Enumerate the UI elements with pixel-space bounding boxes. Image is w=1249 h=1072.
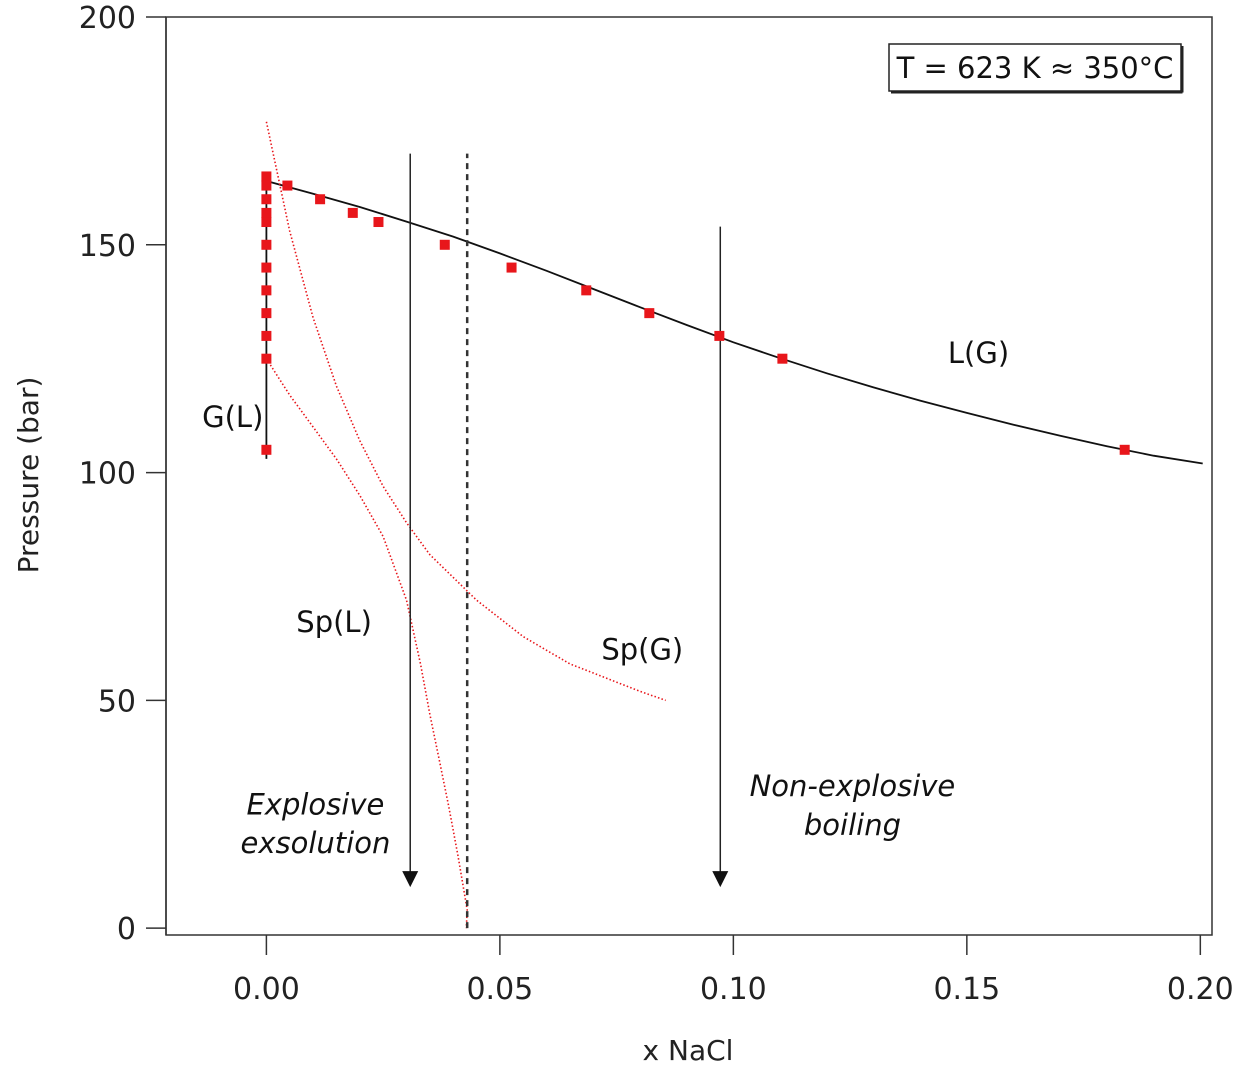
data-point — [1119, 444, 1130, 455]
data-point — [439, 239, 450, 250]
legend-box-frame — [888, 43, 1182, 92]
data-point — [261, 194, 272, 205]
annotation-gl: G(L) — [202, 400, 263, 434]
data-point — [777, 353, 788, 364]
data-point — [261, 285, 272, 296]
arrow-head — [712, 871, 729, 888]
data-point — [315, 194, 326, 205]
y-tick-label: 0 — [117, 912, 136, 947]
data-point — [261, 308, 272, 319]
arrow-head — [402, 871, 419, 888]
annotation-expl1: Explosive — [246, 787, 384, 821]
x-axis: 0.00 0.05 0.10 0.15 0.20 x NaCl — [233, 935, 1234, 1067]
annotation-nonexp2: boiling — [804, 808, 901, 842]
y-tick-label: 150 — [79, 229, 136, 264]
data-point — [581, 285, 592, 296]
series-line-sp-l — [265, 358, 469, 929]
annotation-lg: L(G) — [948, 336, 1009, 370]
arrow — [402, 153, 419, 888]
data-point — [261, 330, 272, 341]
data-point — [714, 330, 725, 341]
data-point — [261, 353, 272, 364]
x-ticks: 0.00 0.05 0.10 0.15 0.20 — [233, 935, 1234, 1007]
data-point — [261, 444, 272, 455]
data-point — [506, 262, 517, 273]
arrow — [712, 226, 729, 888]
data-point — [261, 207, 272, 218]
annotation-layer: L(G) G(L) Sp(L) Sp(G) Explosive exsolution Non… — [202, 336, 1009, 860]
annotation-nonexp1: Non-explosive — [750, 769, 956, 803]
series-layer — [265, 121, 1203, 929]
x-tick-label: 0.05 — [466, 972, 533, 1007]
x-tick-label: 0.00 — [233, 972, 300, 1007]
data-point — [261, 180, 272, 191]
y-axis-title: Pressure (bar) — [12, 377, 45, 574]
points-layer — [261, 171, 1130, 455]
y-ticks: 0 50 100 150 200 — [79, 1, 166, 947]
y-tick-label: 50 — [98, 684, 136, 719]
legend-box: T = 623 K ≈ 350°C — [888, 43, 1184, 94]
y-axis: 0 50 100 150 200 Pressure (bar) — [12, 1, 167, 947]
annotation-spl: Sp(L) — [296, 605, 372, 639]
x-tick-label: 0.10 — [700, 972, 767, 1007]
y-tick-label: 100 — [79, 457, 136, 492]
data-point — [261, 239, 272, 250]
x-axis-title: x NaCl — [643, 1034, 734, 1067]
data-point — [261, 171, 272, 182]
annotation-expl2: exsolution — [241, 826, 391, 860]
annotation-spg: Sp(G) — [601, 632, 683, 666]
legend-box-text: T = 623 K ≈ 350°C — [896, 51, 1174, 85]
data-point — [261, 217, 272, 228]
x-tick-label: 0.20 — [1167, 972, 1234, 1007]
data-point — [347, 207, 358, 218]
arrow-layer — [402, 153, 729, 888]
series-line-l-g — [266, 180, 1203, 465]
x-tick-label: 0.15 — [933, 972, 1000, 1007]
data-point — [282, 180, 293, 191]
y-tick-label: 200 — [79, 1, 136, 36]
data-point — [261, 262, 272, 273]
data-point — [644, 308, 655, 319]
data-point — [373, 217, 384, 228]
